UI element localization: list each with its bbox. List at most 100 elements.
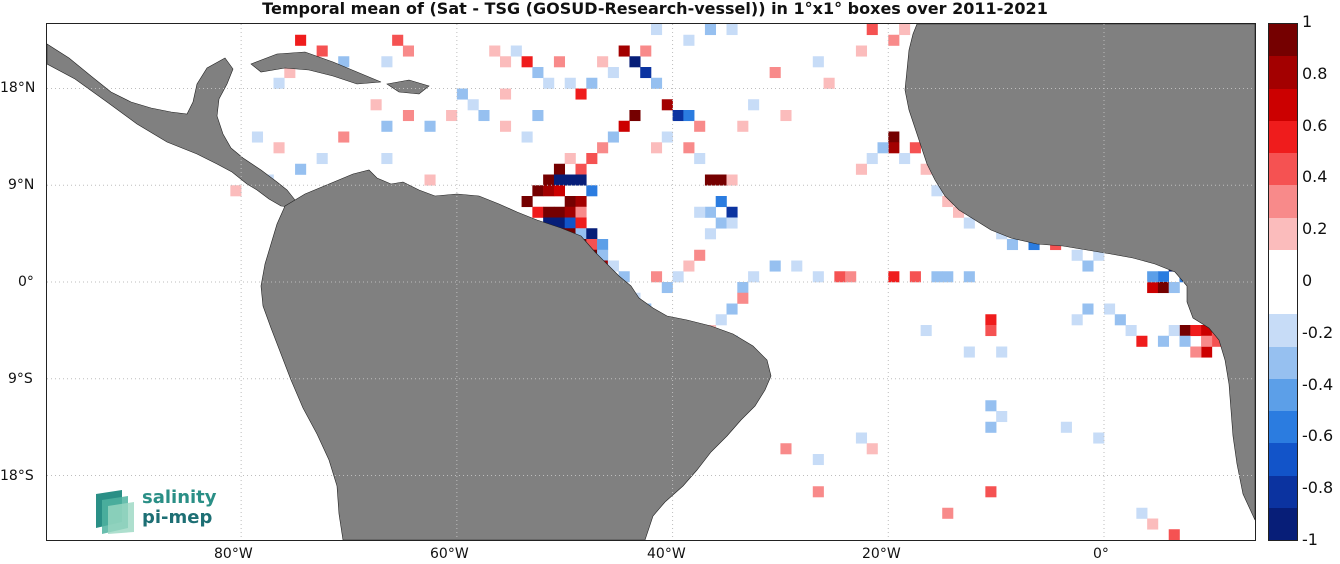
data-cell	[888, 131, 900, 143]
data-cell	[597, 239, 609, 251]
data-cell	[575, 88, 587, 100]
data-cell	[553, 185, 566, 197]
data-cell	[370, 99, 382, 111]
data-cell	[273, 77, 285, 89]
data-cell	[575, 206, 587, 218]
data-cell	[618, 120, 630, 132]
data-cell	[963, 217, 975, 229]
data-cell	[877, 142, 889, 154]
data-cell	[1190, 346, 1202, 358]
data-cell	[510, 45, 522, 57]
data-cell	[402, 45, 415, 57]
data-cell	[651, 271, 663, 283]
data-cell	[532, 206, 544, 218]
colorbar-swatch	[1269, 378, 1297, 412]
data-cell	[715, 174, 727, 186]
data-cell	[575, 163, 587, 175]
data-cell	[726, 24, 738, 36]
data-cell	[888, 271, 900, 283]
data-cell	[888, 34, 900, 46]
data-cell	[1168, 529, 1180, 540]
data-cell	[381, 120, 393, 132]
map-canvas	[47, 24, 1255, 540]
data-cell	[543, 217, 555, 229]
data-cell	[909, 142, 921, 154]
data-cell	[694, 206, 706, 218]
data-cell	[273, 142, 285, 154]
data-cell	[780, 443, 792, 455]
data-cell	[704, 228, 717, 240]
data-cell	[316, 153, 328, 165]
data-cell	[812, 56, 824, 68]
data-cell	[543, 185, 555, 197]
data-cell	[866, 24, 878, 36]
data-cell	[985, 325, 997, 337]
lat-label-0: 0°	[18, 274, 34, 290]
data-cell	[683, 142, 695, 154]
data-cell	[1168, 325, 1180, 337]
colorbar-swatch	[1269, 443, 1297, 477]
data-cell	[521, 131, 533, 143]
data-cell	[338, 56, 350, 68]
colorbar-swatch	[1269, 314, 1297, 348]
data-cell	[694, 120, 706, 132]
data-cell	[931, 271, 943, 283]
data-cell	[251, 131, 264, 143]
data-cell	[748, 271, 760, 283]
data-cell	[1028, 239, 1040, 251]
colorbar-tick-label: -0.6	[1302, 426, 1334, 446]
colorbar-tick-label: 0.8	[1302, 63, 1328, 83]
lat-label-9s: 9°S	[8, 371, 33, 387]
data-cell	[780, 110, 792, 122]
data-cell	[672, 271, 684, 283]
land-central-america	[47, 43, 296, 208]
data-cell	[553, 163, 566, 175]
map-plot-area	[46, 23, 1256, 541]
data-cell	[521, 56, 533, 68]
land-cuba	[250, 51, 382, 85]
data-cell	[791, 260, 803, 272]
data-cell	[230, 185, 242, 197]
data-cell	[1157, 282, 1170, 294]
colorbar-tick-label: 0.6	[1302, 115, 1328, 135]
data-cell	[888, 142, 900, 154]
data-cell	[985, 314, 997, 326]
data-cell	[1082, 260, 1094, 272]
data-cell	[575, 174, 587, 186]
data-cell	[1190, 325, 1202, 337]
data-cell	[748, 99, 760, 111]
data-cell	[597, 142, 609, 154]
data-cell	[500, 120, 512, 132]
lon-label-20w: 20°W	[862, 546, 901, 562]
colorbar-tick-label: -0.2	[1302, 322, 1334, 342]
data-cell	[338, 131, 350, 143]
colorbar-tick-label: 0.4	[1302, 167, 1328, 187]
data-cell	[618, 45, 630, 57]
graticule-layer	[47, 24, 1255, 540]
data-cell	[424, 174, 436, 186]
data-cell	[1071, 314, 1083, 326]
data-cell	[1104, 303, 1116, 315]
colorbar	[1268, 23, 1298, 541]
data-cell	[586, 77, 598, 89]
data-cell	[694, 249, 706, 261]
data-cell	[769, 67, 781, 79]
data-cell	[920, 325, 932, 337]
lon-label-40w: 40°W	[647, 546, 686, 562]
data-cell	[1179, 335, 1191, 347]
data-cell	[855, 45, 868, 57]
lat-label-18s: 18°S	[0, 468, 34, 484]
data-cell	[424, 120, 436, 132]
data-cell	[996, 411, 1008, 423]
data-cell	[704, 174, 717, 186]
logo-icon	[96, 490, 134, 534]
data-cell	[446, 110, 458, 122]
data-cell	[1157, 271, 1170, 283]
data-cell	[607, 67, 619, 79]
data-cell	[985, 486, 997, 498]
data-cell	[478, 110, 490, 122]
data-cell	[532, 110, 544, 122]
data-cell	[1060, 421, 1072, 433]
data-cell	[575, 217, 587, 229]
